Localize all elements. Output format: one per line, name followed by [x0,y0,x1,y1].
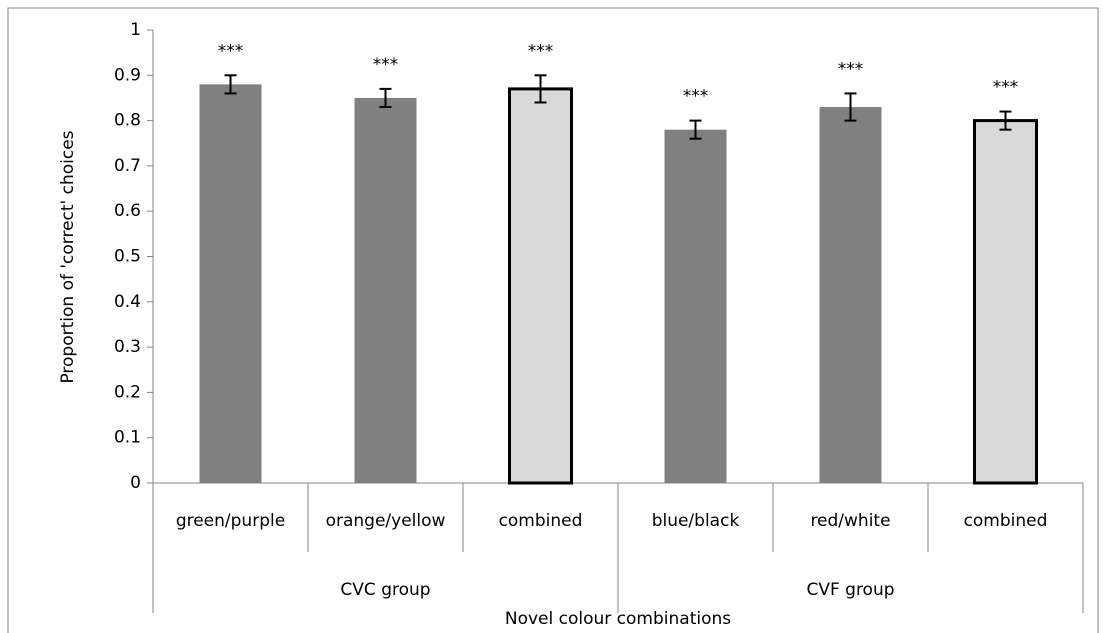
significance-label: *** [993,78,1019,98]
error-bar [534,74,547,104]
bar [354,97,417,483]
y-tick-label: 0.3 [114,337,141,357]
x-tick-label: orange/yellow [326,511,446,531]
y-tick-label: 0.1 [114,428,141,448]
bar [664,129,727,483]
y-tick-label: 1 [130,20,141,40]
significance-label: *** [373,55,399,75]
significance-label: *** [838,59,864,79]
y-axis-label: Proportion of 'correct' choices [58,130,78,383]
group-label: CVF group [806,580,894,600]
error-bar [224,74,237,95]
y-tick-label: 0 [130,473,141,493]
significance-label: *** [218,41,244,61]
y-tick-label: 0.9 [114,65,141,85]
x-tick-label: blue/black [652,511,740,531]
chart-frame [7,7,1099,633]
error-bar [844,92,857,122]
bar [508,87,573,485]
x-tick-label: combined [499,511,583,531]
bar [819,107,882,483]
significance-label: *** [528,41,554,61]
y-tick-label: 0.4 [114,292,141,312]
group-label: CVC group [340,580,430,600]
significance-label: *** [683,87,709,107]
y-tick-label: 0.6 [114,201,141,221]
x-tick-label: combined [964,511,1048,531]
y-tick-label: 0.2 [114,382,141,402]
bar [973,119,1038,485]
bar [199,84,262,484]
x-axis-label: Novel colour combinations [505,609,731,629]
y-tick-label: 0.8 [114,111,141,131]
x-tick-label: green/purple [176,511,285,531]
error-bar [689,119,702,140]
error-bar [379,87,392,109]
y-tick-label: 0.5 [114,247,141,267]
y-tick-label: 0.7 [114,156,141,176]
x-tick-label: red/white [810,511,890,531]
error-bar [999,110,1012,131]
